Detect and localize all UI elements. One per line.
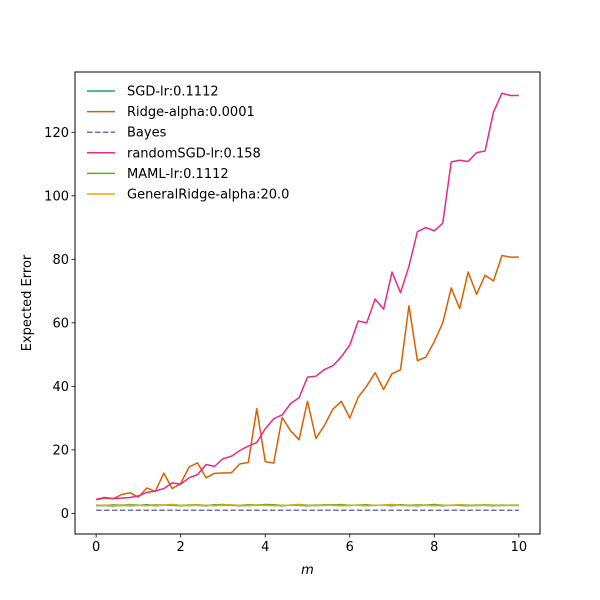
- legend: SGD-lr:0.1112 Ridge-alpha:0.0001 Bayes rand…: [87, 85, 289, 203]
- x-tick-label: 6: [346, 540, 354, 555]
- y-tick-label: 120: [44, 126, 69, 141]
- y-tick-label: 60: [52, 316, 69, 331]
- x-tick-label: 2: [177, 540, 185, 555]
- legend-label: Bayes: [127, 126, 167, 141]
- legend-label: Ridge-alpha:0.0001: [127, 105, 255, 120]
- y-tick-label: 100: [44, 189, 69, 204]
- legend-label: MAML-lr:0.1112: [127, 167, 229, 182]
- y-tick-label: 0: [61, 507, 69, 522]
- x-tick-label: 10: [511, 540, 528, 555]
- x-tick-label: 8: [430, 540, 438, 555]
- plot-lines: [95, 92, 519, 511]
- legend-label: SGD-lr:0.1112: [127, 85, 219, 100]
- axes-frame: [74, 71, 541, 535]
- y-axis-label: Expected Error: [20, 254, 35, 351]
- x-tick-label: 4: [261, 540, 269, 555]
- y-axis-ticks: 0 20 40 60 80 100 120: [44, 126, 75, 522]
- series-line-2: [96, 254, 519, 501]
- y-tick-label: 20: [52, 443, 69, 458]
- y-tick-label: 80: [52, 253, 69, 268]
- series-line-6: [96, 504, 519, 507]
- x-axis-label: m: [301, 563, 314, 578]
- legend-label: GeneralRidge-alpha:20.0: [127, 188, 289, 203]
- y-tick-label: 40: [52, 380, 69, 395]
- x-tick-label: 0: [92, 540, 100, 555]
- x-axis-ticks: 0 2 4 6 8 10: [92, 534, 527, 555]
- series-line-4: [95, 92, 519, 501]
- legend-label: randomSGD-lr:0.158: [127, 146, 261, 161]
